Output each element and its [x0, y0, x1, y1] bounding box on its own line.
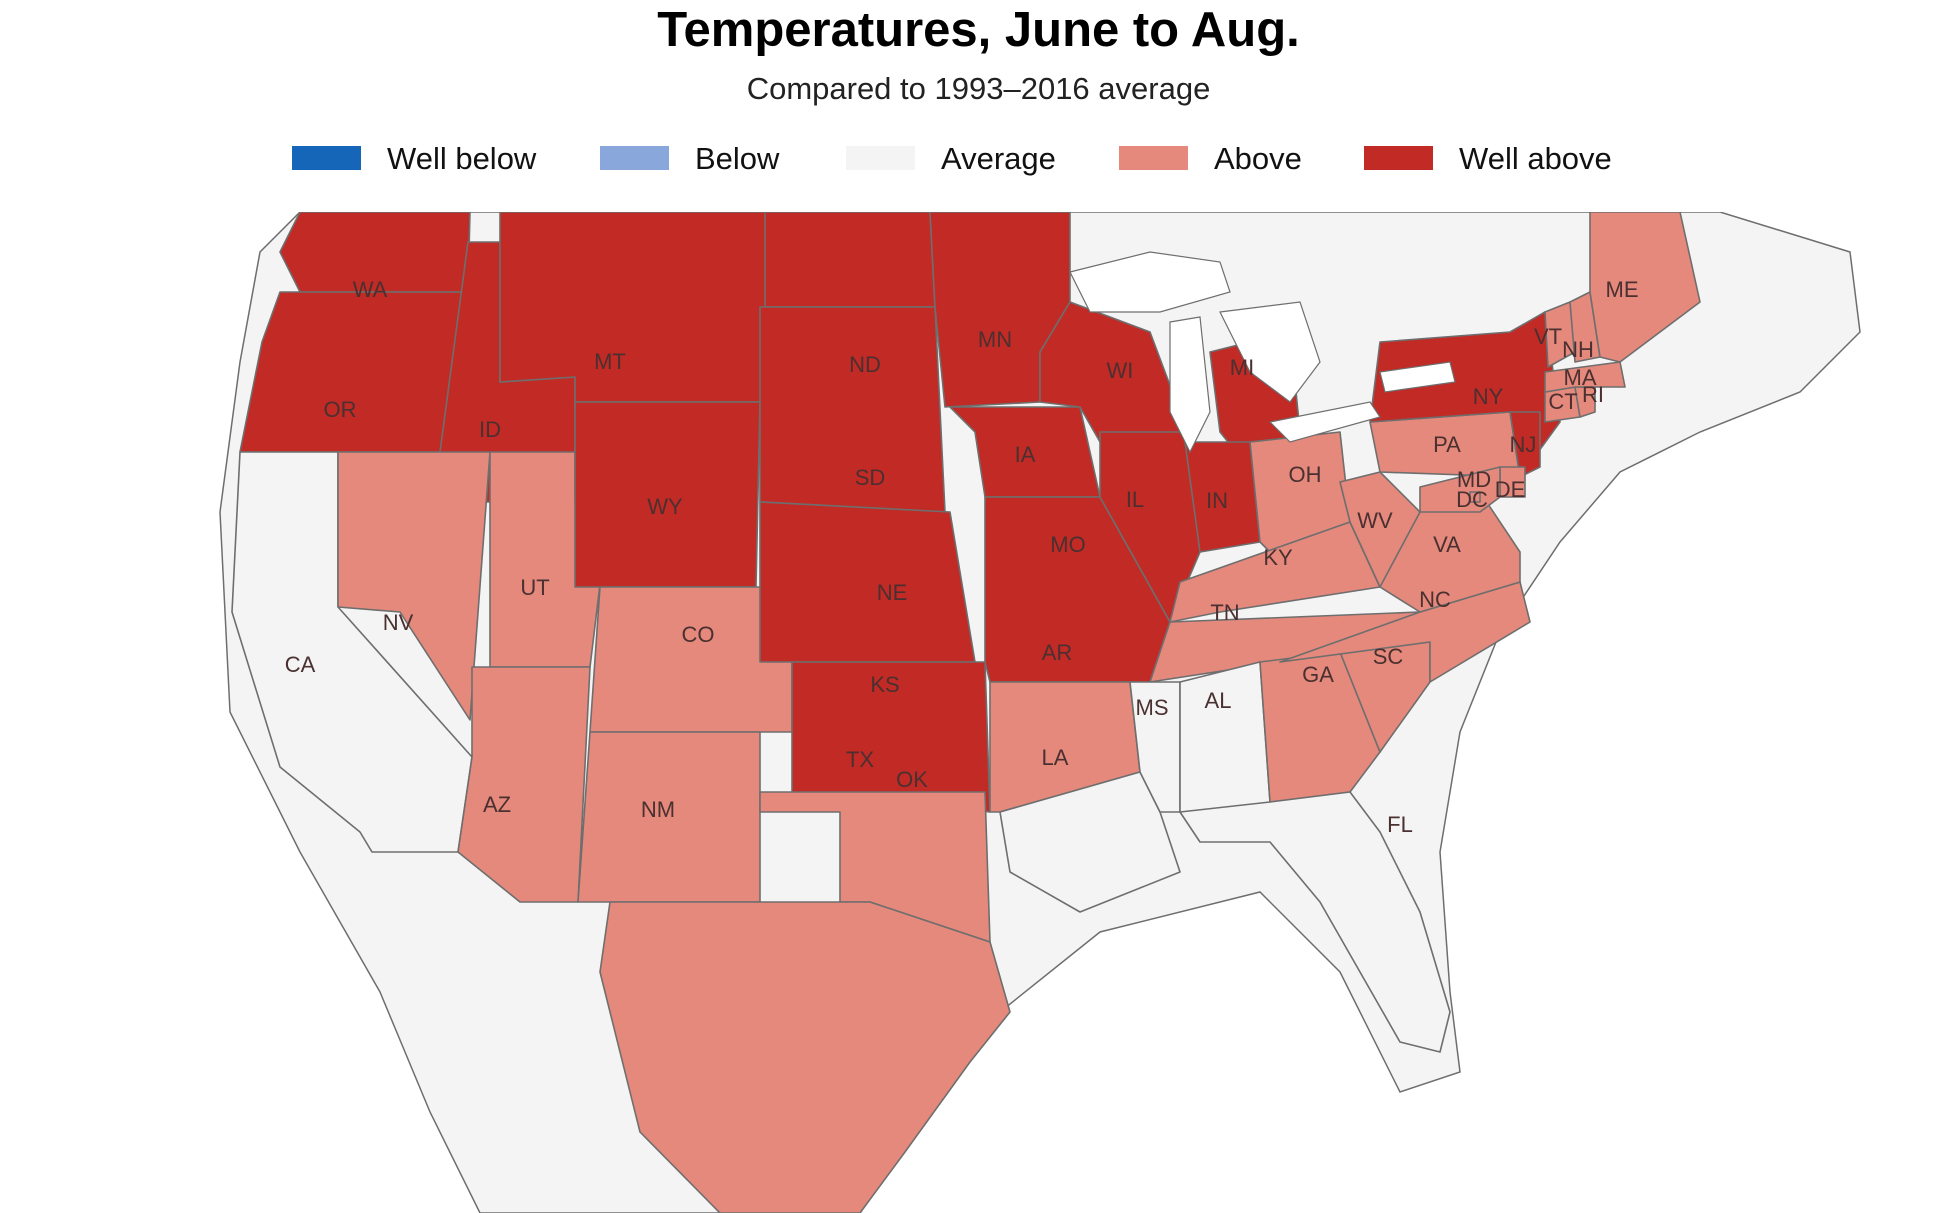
state-label-co: CO [682, 622, 715, 647]
lake-michigan [1169, 316, 1211, 454]
state-label-il: IL [1126, 487, 1144, 512]
legend-swatch-average [846, 146, 915, 170]
legend-swatch-below [600, 146, 669, 170]
state-label-ri: RI [1582, 382, 1604, 407]
state-label-ga: GA [1302, 662, 1334, 687]
chart-title: Temperatures, June to Aug. [657, 3, 1300, 57]
state-label-mn: MN [978, 327, 1012, 352]
state-label-mo: MO [1050, 532, 1085, 557]
state-me [1589, 212, 1701, 363]
state-label-pa: PA [1433, 432, 1461, 457]
state-ms [1129, 681, 1181, 813]
state-label-fl: FL [1387, 812, 1413, 837]
lake-huron [1219, 301, 1321, 403]
state-label-al: AL [1205, 688, 1232, 713]
state-ne [759, 501, 976, 663]
state-label-ok: OK [896, 767, 928, 792]
lake-superior [1069, 251, 1231, 313]
state-label-ma: MA [1564, 365, 1597, 390]
states-layer [231, 212, 1701, 1213]
state-or [239, 291, 469, 453]
state-label-oh: OH [1289, 462, 1322, 487]
state-label-mt: MT [594, 349, 626, 374]
state-label-nc: NC [1419, 587, 1451, 612]
state-label-nm: NM [641, 797, 675, 822]
state-label-wi: WI [1107, 358, 1134, 383]
state-label-nh: NH [1562, 337, 1594, 362]
state-label-nj: NJ [1510, 432, 1537, 457]
state-wv [1339, 471, 1421, 588]
state-label-me: ME [1606, 277, 1639, 302]
state-label-md: MD [1457, 467, 1491, 492]
state-fl [1179, 791, 1451, 1053]
state-label-or: OR [324, 397, 357, 422]
state-nj [1509, 411, 1541, 478]
state-label-de: DE [1495, 477, 1526, 502]
state-label-id: ID [479, 417, 501, 442]
state-nv [337, 451, 491, 721]
state-label-az: AZ [483, 792, 511, 817]
state-label-ms: MS [1136, 695, 1169, 720]
state-label-sd: SD [855, 465, 886, 490]
state-label-ia: IA [1015, 442, 1036, 467]
state-label-wv: WV [1357, 508, 1393, 533]
state-label-ks: KS [870, 672, 899, 697]
state-labels-layer: WA OR CA ID NV UT AZ MT WY CO NM ND SD NE KS OK TX MN IA MO… [285, 277, 1639, 837]
state-label-ut: UT [520, 575, 549, 600]
state-label-sc: SC [1373, 644, 1404, 669]
state-label-dc: DC [1456, 487, 1488, 512]
state-label-mi: MI [1230, 355, 1254, 380]
state-label-tx: TX [846, 747, 874, 772]
state-label-va: VA [1433, 532, 1461, 557]
state-label-ky: KY [1263, 545, 1293, 570]
state-label-ne: NE [877, 580, 908, 605]
state-label-ca: CA [285, 652, 316, 677]
state-label-wy: WY [647, 494, 683, 519]
water-layer [1069, 251, 1456, 454]
state-nd [764, 212, 936, 308]
state-label-ny: NY [1473, 384, 1504, 409]
legend-swatch-well-above [1364, 146, 1433, 170]
state-label-la: LA [1042, 745, 1069, 770]
legend-label-above: Above [1214, 141, 1302, 176]
us-temperature-map: WA OR CA ID NV UT AZ MT WY CO NM ND SD NE KS OK TX MN IA MO… [0, 212, 1957, 1213]
legend-swatch-above [1119, 146, 1188, 170]
state-label-in: IN [1206, 488, 1228, 513]
state-label-ct: CT [1548, 389, 1577, 414]
legend-label-average: Average [941, 141, 1056, 176]
legend-swatch-well-below [292, 146, 361, 170]
state-label-nv: NV [383, 610, 414, 635]
lake-erie [1268, 401, 1381, 443]
state-label-ar: AR [1042, 640, 1073, 665]
state-sd [759, 306, 946, 513]
state-label-vt: VT [1534, 324, 1562, 349]
state-label-nd: ND [849, 352, 881, 377]
legend-label-well-above: Well above [1459, 141, 1612, 176]
legend-label-well-below: Well below [387, 141, 537, 176]
state-al [1179, 661, 1271, 818]
map-canvas: WA OR CA ID NV UT AZ MT WY CO NM ND SD NE KS OK TX MN IA MO… [219, 212, 1861, 1213]
state-label-tn: TN [1210, 600, 1239, 625]
lake-ontario [1379, 361, 1456, 393]
state-label-wa: WA [353, 277, 388, 302]
chart-subtitle: Compared to 1993–2016 average [746, 71, 1211, 106]
state-tx [599, 901, 1011, 1213]
legend-label-below: Below [695, 141, 780, 176]
state-az [457, 666, 591, 903]
state-dc [1469, 491, 1481, 503]
